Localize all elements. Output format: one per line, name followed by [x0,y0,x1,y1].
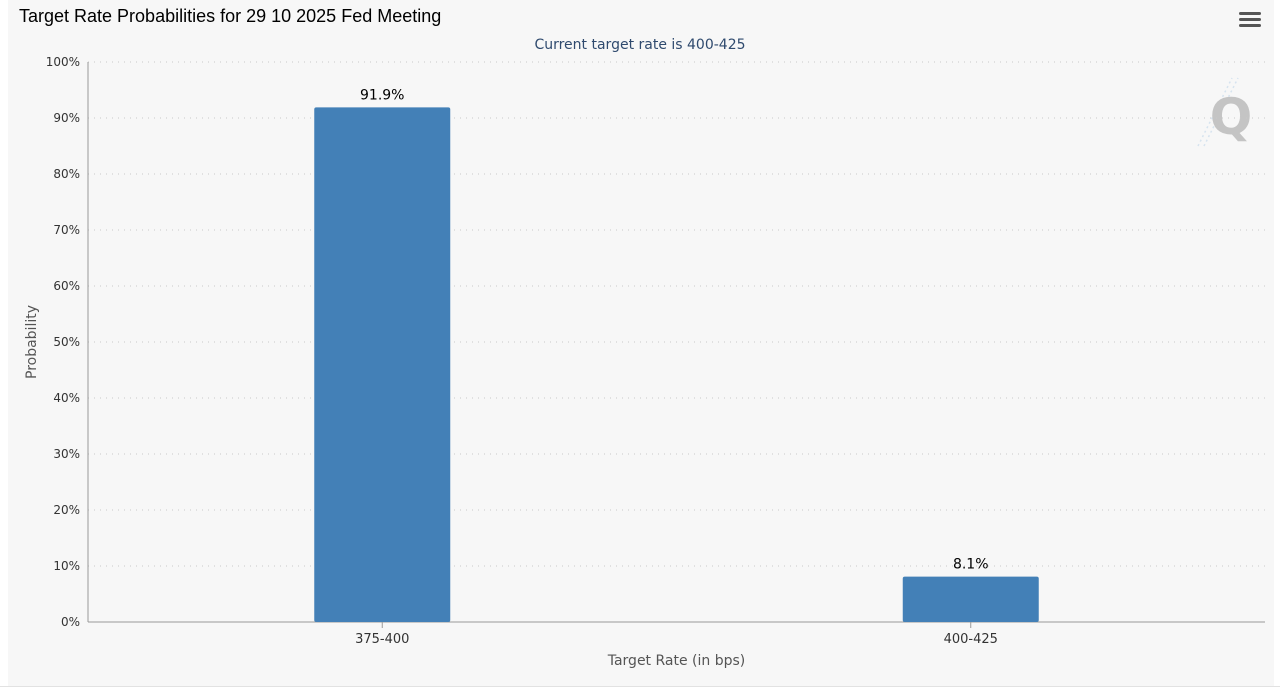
x-tick-label: 400-425 [944,632,998,647]
y-tick-label: 50% [53,335,80,349]
bottom-divider [0,686,1280,695]
chart-subtitle: Current target rate is 400-425 [534,37,746,53]
y-tick-label: 40% [53,391,80,405]
bar [902,576,1039,622]
svg-text:Q: Q [1210,88,1253,146]
y-tick-label: 10% [53,559,80,573]
q-logo-icon: Q [1197,77,1253,147]
x-tick-label: 375-400 [355,632,409,647]
y-tick-label: 60% [53,279,80,293]
data-label: 91.9% [360,87,404,103]
y-tick-label: 30% [53,447,80,461]
y-axis-title: Probability [24,305,40,379]
chart-panel [8,0,1274,686]
y-tick-label: 20% [53,503,80,517]
x-axis-title: Target Rate (in bps) [607,653,746,669]
y-tick-label: 90% [53,111,80,125]
bar [314,107,451,623]
hamburger-menu-icon[interactable] [1239,12,1261,32]
chart-title: Target Rate Probabilities for 29 10 2025… [19,6,442,26]
y-tick-label: 0% [61,615,80,629]
y-tick-label: 70% [53,223,80,237]
data-label: 8.1% [953,557,989,573]
y-tick-label: 80% [53,167,80,181]
y-tick-label: 100% [46,55,80,69]
